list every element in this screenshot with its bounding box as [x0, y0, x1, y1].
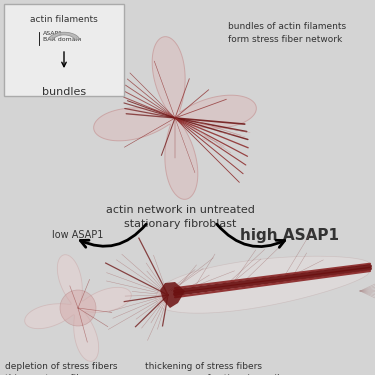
Circle shape [60, 290, 96, 326]
Text: actin filaments: actin filaments [30, 15, 98, 24]
Polygon shape [155, 256, 372, 313]
Text: low ASAP1: low ASAP1 [52, 230, 104, 240]
Text: high ASAP1: high ASAP1 [240, 228, 339, 243]
Text: actin network in untreated
stationary fibroblast: actin network in untreated stationary fi… [106, 205, 254, 229]
Text: bundles: bundles [42, 87, 86, 97]
Polygon shape [160, 282, 185, 308]
Text: ASAP1
BAR domain: ASAP1 BAR domain [43, 31, 81, 42]
Text: thickening of stress fibers
appearance of actin microspikes: thickening of stress fibers appearance o… [145, 362, 292, 375]
Polygon shape [94, 37, 256, 200]
Polygon shape [25, 255, 131, 361]
Text: depletion of stress fibers
thinner stress fibers: depletion of stress fibers thinner stres… [5, 362, 117, 375]
Text: bundles of actin filaments
form stress fiber network: bundles of actin filaments form stress f… [228, 22, 346, 44]
FancyBboxPatch shape [4, 4, 124, 96]
Polygon shape [48, 32, 80, 40]
